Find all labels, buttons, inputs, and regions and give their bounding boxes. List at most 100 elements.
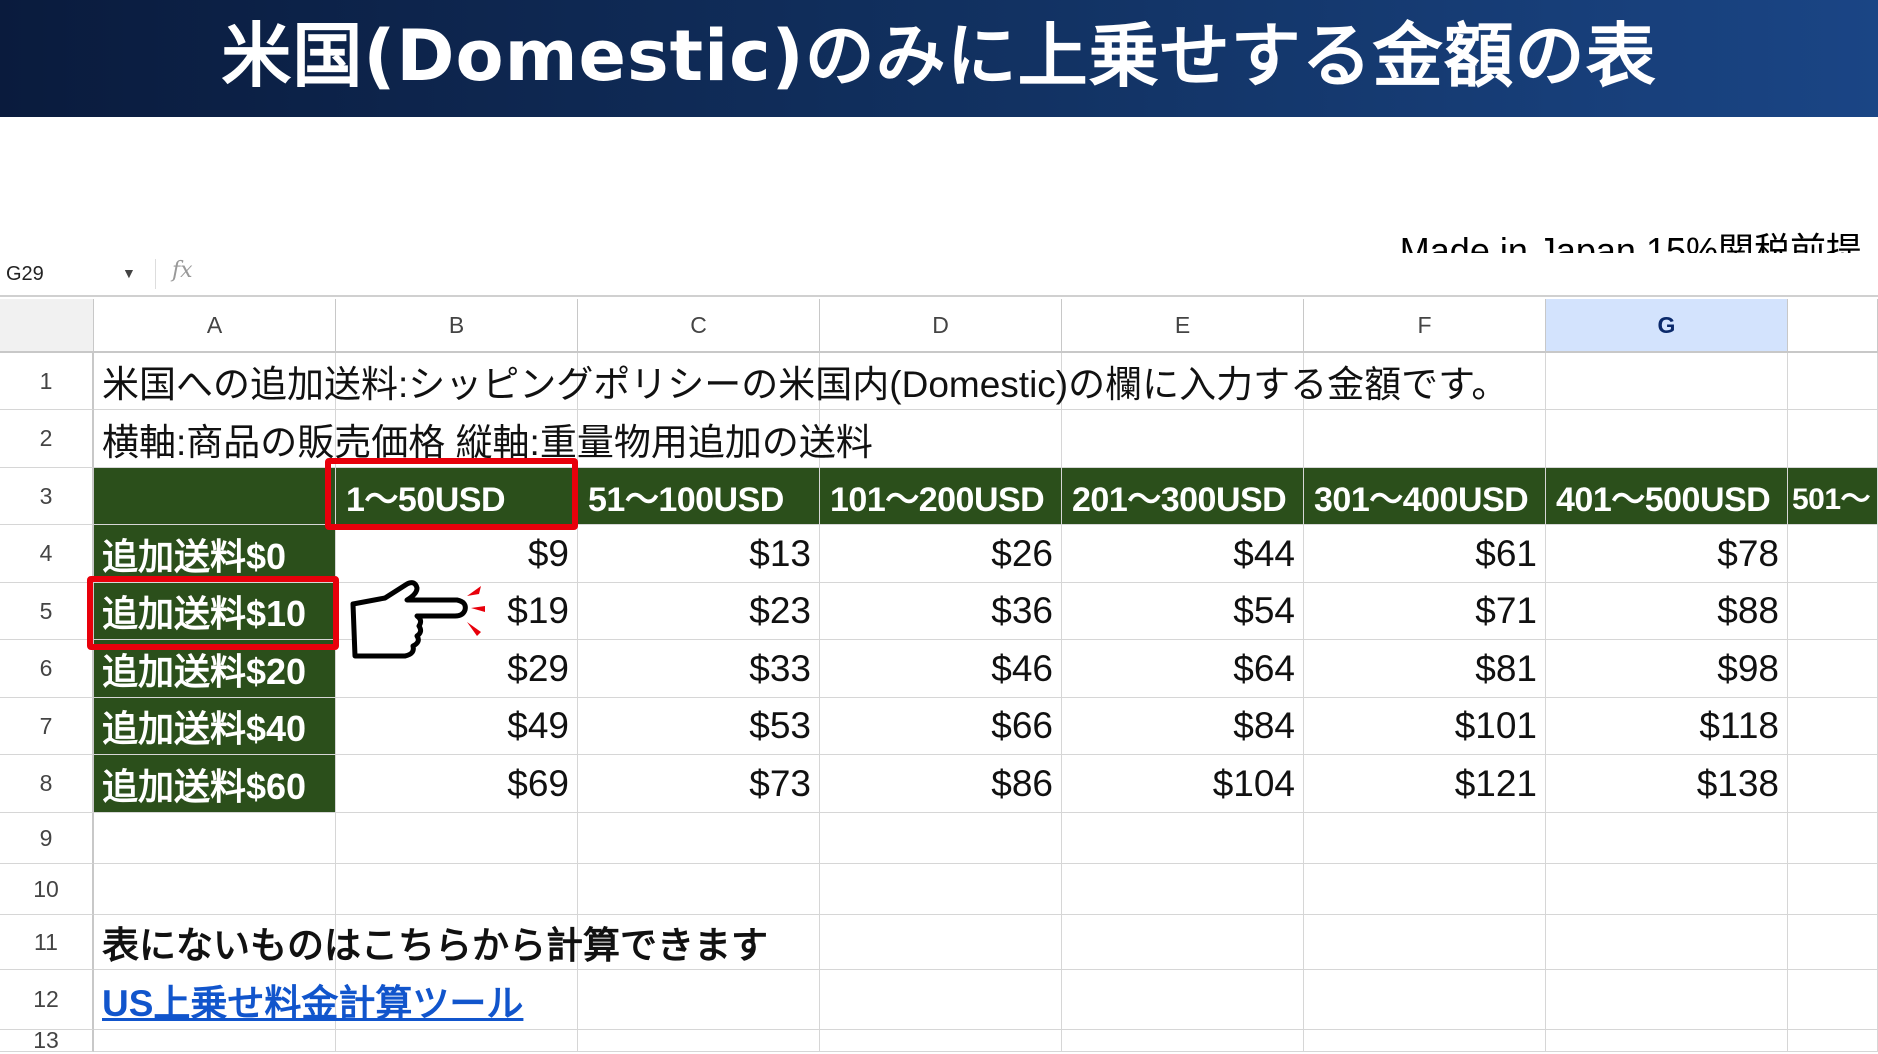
column-header-c[interactable]: C bbox=[578, 299, 820, 353]
row-header-10[interactable]: 10 bbox=[0, 864, 94, 915]
price-cell[interactable]: $19 bbox=[336, 583, 578, 640]
row-header-13[interactable]: 13 bbox=[0, 1027, 94, 1053]
cell[interactable] bbox=[1304, 915, 1546, 970]
column-header-h[interactable] bbox=[1788, 299, 1878, 353]
cell[interactable] bbox=[1788, 755, 1878, 813]
name-box[interactable]: G29 bbox=[6, 263, 44, 285]
price-cell[interactable]: $44 bbox=[1062, 525, 1304, 583]
row-header-2[interactable]: 2 bbox=[0, 410, 94, 468]
price-cell[interactable]: $88 bbox=[1546, 583, 1788, 640]
price-cell[interactable]: $66 bbox=[820, 698, 1062, 755]
price-range-header[interactable]: 201〜300USD bbox=[1062, 468, 1304, 525]
column-header-f[interactable]: F bbox=[1304, 299, 1546, 353]
cell[interactable] bbox=[1304, 410, 1546, 468]
cell[interactable] bbox=[94, 864, 336, 915]
price-cell[interactable]: $49 bbox=[336, 698, 578, 755]
cell[interactable] bbox=[1546, 864, 1788, 915]
calc-tool-link[interactable]: US上乗せ料金計算ツール bbox=[94, 970, 794, 1030]
cell[interactable] bbox=[1546, 1030, 1788, 1052]
cell[interactable] bbox=[94, 813, 336, 864]
cell[interactable] bbox=[1062, 970, 1304, 1030]
column-header-a[interactable]: A bbox=[94, 299, 336, 353]
column-header-g[interactable]: G bbox=[1546, 299, 1788, 353]
cell[interactable] bbox=[1788, 640, 1878, 698]
chevron-down-icon[interactable]: ▼ bbox=[122, 265, 136, 281]
row-header-4[interactable]: 4 bbox=[0, 525, 94, 583]
price-range-header[interactable]: 1〜50USD bbox=[336, 468, 578, 525]
price-range-header[interactable]: 401〜500USD bbox=[1546, 468, 1788, 525]
column-header-d[interactable]: D bbox=[820, 299, 1062, 353]
cell[interactable] bbox=[1546, 970, 1788, 1030]
cell[interactable] bbox=[1546, 813, 1788, 864]
cell[interactable] bbox=[1788, 970, 1878, 1030]
column-header-b[interactable]: B bbox=[336, 299, 578, 353]
cell[interactable] bbox=[1788, 698, 1878, 755]
cell[interactable] bbox=[1788, 1030, 1878, 1052]
price-range-header[interactable]: 51〜100USD bbox=[578, 468, 820, 525]
price-cell[interactable]: $104 bbox=[1062, 755, 1304, 813]
price-cell[interactable]: $9 bbox=[336, 525, 578, 583]
price-cell[interactable]: $98 bbox=[1546, 640, 1788, 698]
cell[interactable] bbox=[94, 1030, 336, 1052]
cell[interactable] bbox=[1062, 915, 1304, 970]
price-cell[interactable]: $29 bbox=[336, 640, 578, 698]
price-cell[interactable]: $101 bbox=[1304, 698, 1546, 755]
row-header-12[interactable]: 12 bbox=[0, 970, 94, 1030]
price-cell[interactable]: $86 bbox=[820, 755, 1062, 813]
row-header-8[interactable]: 8 bbox=[0, 755, 94, 813]
cell[interactable] bbox=[336, 813, 578, 864]
cell[interactable] bbox=[1788, 410, 1878, 468]
price-range-header[interactable]: 501〜 bbox=[1788, 468, 1878, 525]
row-header-5[interactable]: 5 bbox=[0, 583, 94, 640]
row-header-6[interactable]: 6 bbox=[0, 640, 94, 698]
cell[interactable] bbox=[336, 1030, 578, 1052]
shipping-fee-label[interactable]: 追加送料$0 bbox=[94, 525, 336, 583]
cell[interactable] bbox=[1304, 970, 1546, 1030]
price-cell[interactable]: $64 bbox=[1062, 640, 1304, 698]
price-cell[interactable]: $53 bbox=[578, 698, 820, 755]
price-cell[interactable]: $69 bbox=[336, 755, 578, 813]
price-cell[interactable]: $81 bbox=[1304, 640, 1546, 698]
cell[interactable] bbox=[578, 864, 820, 915]
cell[interactable] bbox=[1304, 864, 1546, 915]
cell[interactable] bbox=[1788, 864, 1878, 915]
column-header-e[interactable]: E bbox=[1062, 299, 1304, 353]
price-range-header[interactable]: 301〜400USD bbox=[1304, 468, 1546, 525]
shipping-fee-label[interactable]: 追加送料$60 bbox=[94, 755, 336, 813]
price-cell[interactable]: $71 bbox=[1304, 583, 1546, 640]
cell[interactable] bbox=[820, 864, 1062, 915]
price-cell[interactable]: $121 bbox=[1304, 755, 1546, 813]
price-cell[interactable]: $33 bbox=[578, 640, 820, 698]
cell[interactable] bbox=[1788, 813, 1878, 864]
row-header-9[interactable]: 9 bbox=[0, 813, 94, 864]
cell[interactable] bbox=[1062, 410, 1304, 468]
cell[interactable] bbox=[1546, 915, 1788, 970]
cell[interactable] bbox=[1062, 864, 1304, 915]
price-cell[interactable]: $73 bbox=[578, 755, 820, 813]
cell[interactable] bbox=[1062, 813, 1304, 864]
cell[interactable] bbox=[820, 1030, 1062, 1052]
cell[interactable] bbox=[578, 1030, 820, 1052]
cell[interactable] bbox=[1304, 1030, 1546, 1052]
header-corner-cell[interactable] bbox=[94, 468, 336, 525]
price-cell[interactable]: $23 bbox=[578, 583, 820, 640]
row-header-7[interactable]: 7 bbox=[0, 698, 94, 755]
row-header-3[interactable]: 3 bbox=[0, 468, 94, 525]
price-cell[interactable]: $61 bbox=[1304, 525, 1546, 583]
row-header-1[interactable]: 1 bbox=[0, 353, 94, 410]
price-range-header[interactable]: 101〜200USD bbox=[820, 468, 1062, 525]
cell[interactable] bbox=[1788, 583, 1878, 640]
cell[interactable] bbox=[1788, 353, 1878, 410]
cell[interactable] bbox=[820, 813, 1062, 864]
price-cell[interactable]: $26 bbox=[820, 525, 1062, 583]
price-cell[interactable]: $36 bbox=[820, 583, 1062, 640]
cell[interactable] bbox=[1062, 1030, 1304, 1052]
shipping-fee-label[interactable]: 追加送料$10 bbox=[94, 583, 336, 640]
select-all-corner[interactable] bbox=[0, 299, 94, 353]
price-cell[interactable]: $13 bbox=[578, 525, 820, 583]
cell[interactable] bbox=[336, 864, 578, 915]
cell[interactable] bbox=[1304, 813, 1546, 864]
price-cell[interactable]: $46 bbox=[820, 640, 1062, 698]
price-cell[interactable]: $54 bbox=[1062, 583, 1304, 640]
cell[interactable] bbox=[1788, 915, 1878, 970]
